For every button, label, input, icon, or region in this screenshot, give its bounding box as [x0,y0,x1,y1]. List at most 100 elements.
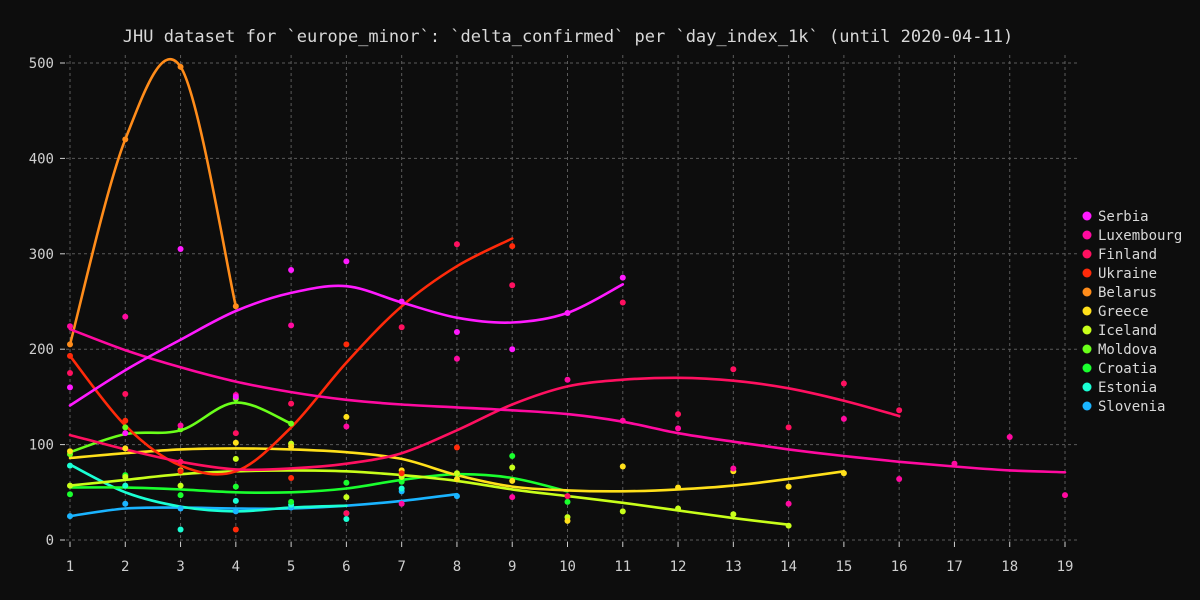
data-point-finland [509,282,516,289]
legend: Serbia Luxembourg Finland Ukraine Belarus Gre… [1082,209,1182,415]
y-tick-label: 0 [46,533,54,549]
legend-label-moldova: Moldova [1098,342,1157,358]
data-point-ukraine [453,444,460,451]
data-point-luxembourg [177,422,184,429]
grid [66,55,1077,542]
data-point-ukraine [122,417,129,424]
data-point-finland [730,366,737,373]
trend-line-slovenia [68,492,459,518]
data-point-slovenia [122,500,129,507]
x-tick-label: 11 [614,559,631,575]
trend-line-luxembourg [68,327,1067,474]
data-point-finland [453,241,460,248]
data-point-finland [232,430,239,437]
data-point-croatia [398,478,405,485]
data-point-ukraine [398,470,405,477]
data-point-iceland [730,511,737,518]
x-axis-ticks: 1 2 3 4 5 6 7 8 9 10 11 12 13 14 15 16 17 18 19 [66,542,1073,575]
data-point-luxembourg [453,355,460,362]
data-point-iceland [343,494,350,501]
data-point-luxembourg [509,494,516,501]
x-tick-label: 17 [946,559,963,575]
x-tick-label: 2 [121,559,129,575]
data-point-estonia [177,526,184,533]
data-point-finland [896,407,903,414]
data-point-finland [398,324,405,331]
data-point-serbia [288,267,295,274]
data-point-serbia [619,274,626,281]
data-point-finland [288,400,295,407]
data-point-slovenia [232,508,239,515]
data-point-serbia [453,329,460,336]
data-point-greece [840,470,847,477]
data-point-finland [343,510,350,517]
legend-marker-finland [1082,249,1092,259]
data-point-croatia [343,479,350,486]
data-point-estonia [398,485,405,492]
data-point-belarus [67,341,73,348]
x-tick-label: 13 [725,559,742,575]
data-point-ukraine [509,243,516,250]
y-axis-ticks: 0 100 200 300 400 500 [29,56,65,549]
data-point-croatia [509,453,516,460]
data-point-luxembourg [619,417,626,424]
data-point-greece [619,463,626,470]
data-point-estonia [343,516,350,523]
trend-line-estonia [68,463,348,513]
data-point-luxembourg [288,322,295,329]
x-tick-label: 1 [66,559,74,575]
data-point-luxembourg [675,425,682,432]
data-point-finland [177,458,184,465]
data-point-greece [509,477,516,484]
legend-marker-iceland [1082,325,1092,335]
data-point-luxembourg [785,500,792,507]
data-point-luxembourg [1062,492,1068,499]
data-point-greece [122,445,129,452]
data-point-iceland [232,455,239,462]
legend-label-slovenia: Slovenia [1098,399,1165,415]
data-point-luxembourg [398,500,405,507]
data-point-ukraine [343,341,350,348]
legend-marker-croatia [1082,363,1092,373]
data-point-luxembourg [951,460,958,467]
legend-label-belarus: Belarus [1098,285,1157,301]
data-point-slovenia [67,513,73,520]
x-tick-label: 18 [1001,559,1018,575]
data-point-iceland [177,482,184,489]
data-point-ukraine [288,474,295,481]
data-point-ukraine [67,352,73,359]
legend-label-ukraine: Ukraine [1098,266,1157,282]
data-point-serbia [398,298,405,305]
x-tick-label: 10 [559,559,576,575]
data-point-finland [675,411,682,418]
legend-marker-greece [1082,306,1092,316]
x-tick-label: 9 [508,559,516,575]
data-point-belarus [122,136,129,143]
x-tick-label: 16 [891,559,908,575]
data-point-serbia [67,384,73,391]
legend-label-luxembourg: Luxembourg [1098,228,1182,244]
data-point-serbia [343,258,350,265]
data-point-finland [67,370,73,377]
data-point-estonia [122,482,129,489]
data-point-belarus [232,303,239,310]
data-point-estonia [67,462,73,469]
data-point-serbia [122,430,129,437]
trend-line-finland [68,376,901,472]
data-point-moldova [288,420,295,427]
legend-marker-serbia [1082,211,1092,221]
legend-label-croatia: Croatia [1098,361,1157,377]
data-point-estonia [232,497,239,504]
y-tick-label: 500 [29,56,54,72]
data-point-luxembourg [840,415,847,422]
data-point-slovenia [177,505,184,512]
trend-line-croatia [68,472,569,495]
data-point-croatia [177,492,184,499]
data-point-iceland [675,505,682,512]
chart-title: JHU dataset for `europe_minor`: `delta_c… [123,27,1013,47]
data-point-iceland [67,482,73,489]
legend-label-iceland: Iceland [1098,323,1157,339]
y-tick-label: 200 [29,342,54,358]
legend-marker-belarus [1082,287,1092,297]
